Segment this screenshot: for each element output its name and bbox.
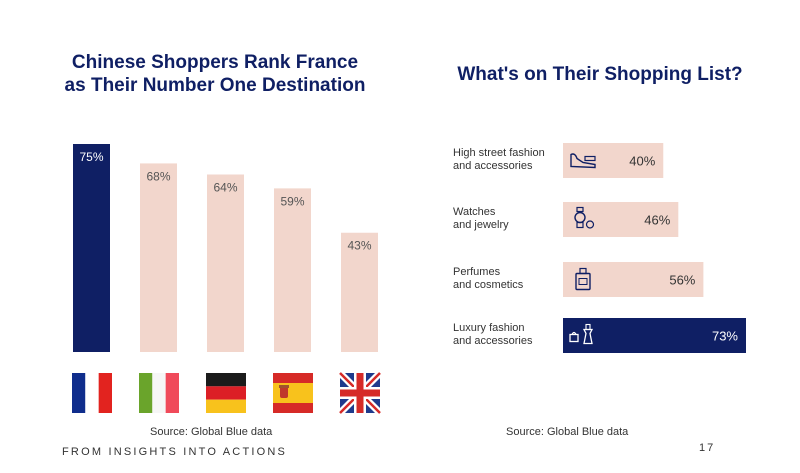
shopping-category-label-line: Watches [453, 206, 496, 218]
perfume-icon [575, 267, 591, 291]
flag-row [72, 370, 383, 416]
shopping-category-label-line: and accessories [453, 160, 533, 172]
right-chart-title: What's on Their Shopping List? [457, 64, 743, 85]
shopping-category-label-line: High street fashion [453, 147, 545, 159]
watch-icon [574, 206, 595, 229]
destination-bar [73, 144, 110, 352]
destination-bar [207, 174, 244, 352]
destination-bar-value-label: 43% [347, 239, 371, 253]
destination-bar-chart: 75% 68% 64% 59% 43% [73, 144, 378, 352]
shopping-category-label: Perfumes and cosmetics [453, 266, 563, 292]
france-flag-icon [72, 373, 112, 413]
destination-bar-value-label: 59% [280, 194, 304, 208]
left-title-line1: Chinese Shoppers Rank France [71, 52, 359, 73]
shopping-bar [563, 262, 704, 297]
destination-bar-value-label: 68% [146, 169, 170, 183]
destination-bar [341, 232, 378, 352]
shopping-category-label-line: Luxury fashion [453, 322, 525, 334]
shoe-icon [570, 153, 596, 169]
shopping-list-bar-chart: 40% 46% 56% 73% [563, 143, 746, 353]
left-chart-title: Chinese Shoppers Rank France as Their Nu… [40, 51, 390, 97]
destination-bar [274, 188, 311, 352]
germany-flag-icon [206, 373, 246, 413]
shopping-category-label-line: and cosmetics [453, 279, 524, 291]
page-number: 17 [699, 442, 716, 454]
shopping-bar-value-label: 73% [712, 329, 738, 344]
shopping-category-label: High street fashion and accessories [453, 147, 563, 173]
left-title-line2: as Their Number One Destination [64, 75, 366, 96]
shopping-category-label-line: and accessories [453, 335, 533, 347]
italy-flag-icon [139, 373, 179, 413]
shopping-bar-value-label: 40% [629, 154, 655, 169]
shopping-category-label: Luxury fashion and accessories [453, 322, 563, 348]
destination-bar [140, 163, 177, 352]
destination-bar-value-label: 75% [79, 150, 103, 164]
shopping-bar [563, 318, 746, 353]
footer-tagline: FROM INSIGHTS INTO ACTIONS [62, 446, 288, 458]
spain-flag-icon [273, 373, 313, 413]
left-source-note: Source: Global Blue data [150, 426, 273, 438]
shopping-category-label: Watches and jewelry [453, 206, 563, 232]
shopping-category-label-line: and jewelry [453, 219, 509, 231]
shopping-category-label-line: Perfumes [453, 266, 501, 278]
handbag-icon [569, 323, 594, 345]
uk-flag-icon [337, 370, 383, 416]
right-source-note: Source: Global Blue data [506, 426, 629, 438]
shopping-bar-value-label: 46% [644, 213, 670, 228]
destination-bar-value-label: 64% [213, 181, 237, 195]
shopping-bar-value-label: 56% [669, 273, 695, 288]
